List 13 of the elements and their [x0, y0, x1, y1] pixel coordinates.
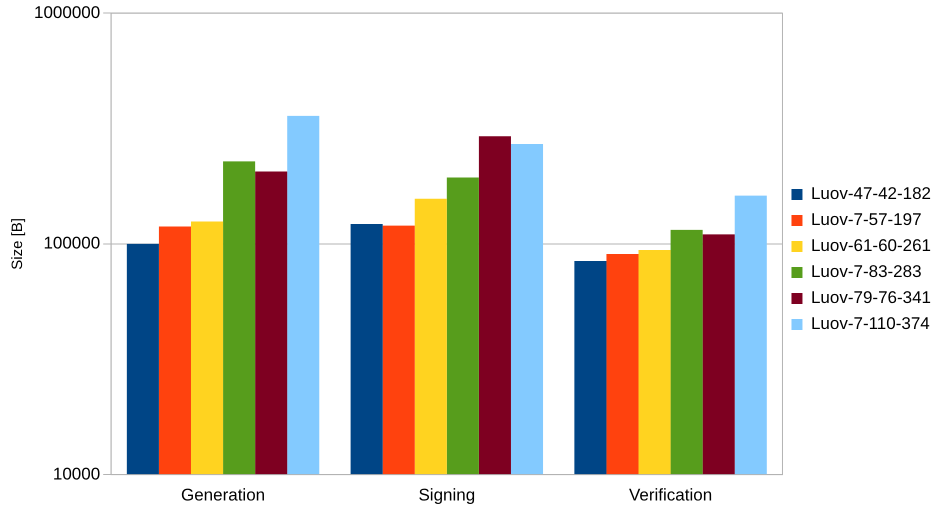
x-tick-label: Generation — [181, 485, 266, 504]
x-tick-label: Signing — [418, 485, 476, 504]
y-tick-label: 100000 — [43, 234, 100, 253]
legend-label: Luov-7-57-197 — [810, 210, 922, 230]
legend-label: Luov-47-42-182 — [810, 184, 931, 204]
legend-label: Luov-79-76-341 — [810, 288, 931, 308]
y-axis-title: Size [B] — [9, 218, 26, 270]
legend-label: Luov-7-110-374 — [810, 314, 930, 334]
legend-label: Luov-7-83-283 — [810, 262, 922, 282]
y-tick-label: 1000000 — [34, 2, 100, 22]
legend-label: Luov-61-60-261 — [810, 236, 931, 256]
x-tick-label: Verification — [629, 485, 712, 504]
y-tick-label: 10000 — [52, 464, 100, 484]
